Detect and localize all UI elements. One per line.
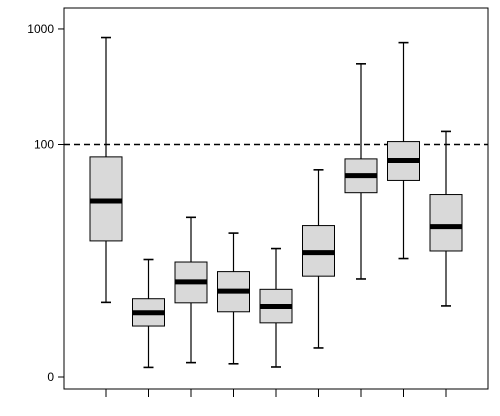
- box-iqr: [429, 194, 463, 252]
- y-tick-label: 0: [47, 370, 54, 384]
- y-tick-label: 1000: [27, 22, 54, 36]
- y-tick-label: 100: [34, 137, 54, 151]
